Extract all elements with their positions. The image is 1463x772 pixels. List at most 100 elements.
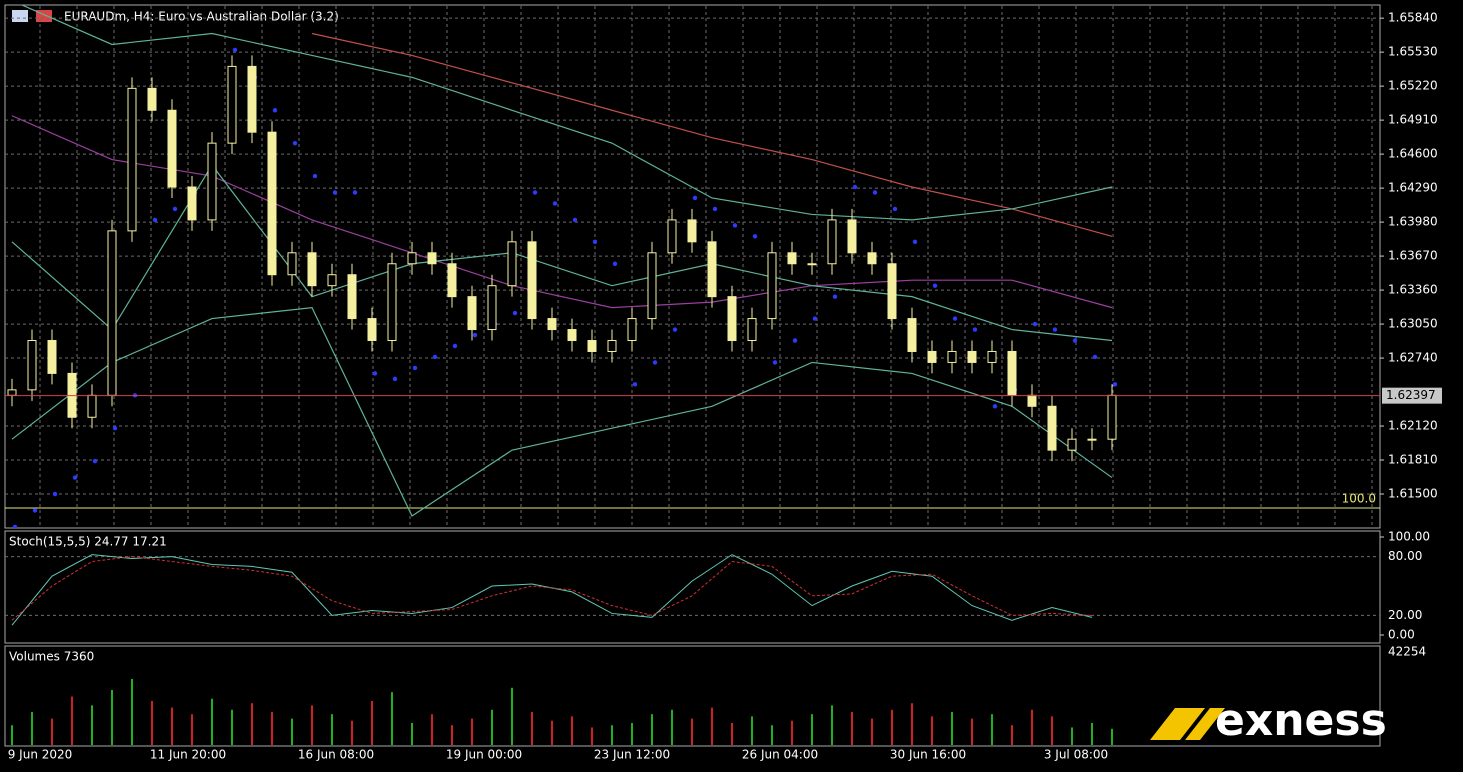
sar-dot: [572, 217, 578, 223]
y-tick-label: 1.65530: [1388, 45, 1438, 59]
volume-title: Volumes 7360: [9, 650, 94, 664]
candle-body: [187, 186, 197, 221]
y-tick-label: 0.00: [1388, 628, 1415, 642]
sar-dot: [892, 206, 898, 212]
candle-body: [507, 241, 517, 287]
candle-body: [707, 241, 717, 298]
candle-body: [827, 219, 837, 265]
candle-body: [327, 274, 337, 287]
sar-dot: [752, 234, 758, 239]
stoch-main: [11, 554, 1093, 626]
chart-title: EURAUDm, H4: Euro vs Australian Dollar (…: [64, 10, 339, 24]
x-tick-label: 26 Jun 04:00: [742, 748, 818, 762]
sar-dot: [672, 327, 678, 332]
logo-mark: [1150, 708, 1205, 740]
candle-body: [27, 340, 37, 391]
sar-dot: [1032, 321, 1038, 327]
sar-dot: [172, 206, 178, 212]
sar-dot: [772, 360, 778, 365]
candle-body: [1087, 438, 1097, 441]
sar-dot: [232, 47, 238, 53]
sar-dot: [1072, 338, 1078, 343]
candle-body: [747, 318, 757, 342]
candle-body: [947, 350, 957, 363]
logo: exness: [1150, 695, 1387, 746]
main-panel: [4, 4, 1381, 529]
x-tick-label: 23 Jun 12:00: [594, 748, 670, 762]
stoch-signal: [11, 556, 1093, 621]
candle-body: [627, 318, 637, 342]
sar-dot: [152, 217, 158, 223]
sar-dot: [12, 524, 18, 528]
sar-dot: [592, 239, 598, 245]
sar-dot: [92, 458, 98, 464]
sar-dot: [912, 239, 918, 245]
sar-dot: [932, 283, 938, 288]
sar-dot: [452, 343, 458, 349]
candle-body: [47, 340, 57, 374]
logo-text: exness: [1215, 695, 1387, 746]
candle-body: [727, 296, 737, 342]
indicator-line: [11, 306, 1113, 517]
candle-body: [967, 350, 977, 363]
sar-dot: [1092, 354, 1098, 360]
sar-dot: [552, 201, 558, 206]
volume-panel: [4, 645, 1381, 747]
candle-body: [647, 252, 657, 320]
y-tick-label: 1.63050: [1388, 317, 1438, 331]
candle-body: [127, 87, 137, 232]
y-tick-label: 1.63360: [1388, 283, 1438, 297]
candle-body: [367, 318, 377, 342]
candle-body: [147, 87, 157, 111]
stoch-panel: [4, 530, 1381, 644]
y-tick-label: 100.00: [1388, 530, 1430, 544]
candle-body: [207, 142, 217, 221]
price-tag: [1382, 387, 1442, 404]
candle-body: [87, 394, 97, 418]
sar-dot: [52, 491, 58, 497]
candle-body: [687, 219, 697, 243]
y-tick-label: 80.00: [1388, 549, 1422, 563]
sar-dot: [472, 332, 478, 338]
sar-dot: [812, 316, 818, 321]
sar-dot: [272, 108, 278, 113]
sar-dot: [512, 310, 518, 316]
candle-body: [287, 252, 297, 276]
candle-body: [787, 252, 797, 265]
candle-body: [547, 318, 557, 331]
candle-body: [167, 109, 177, 188]
y-tick-label: 1.62120: [1388, 419, 1438, 433]
candle-body: [667, 219, 677, 254]
candle-body: [527, 241, 537, 320]
candle-body: [427, 252, 437, 265]
y-tick-label: 42254: [1388, 645, 1426, 659]
y-tick-label: 1.61500: [1388, 487, 1438, 501]
sar-dot: [732, 223, 738, 228]
candle-body: [447, 263, 457, 298]
y-tick-label: 1.61810: [1388, 453, 1438, 467]
candle-body: [587, 340, 597, 352]
sar-dot: [832, 294, 838, 299]
sar-dot: [852, 184, 858, 190]
x-tick-label: 30 Jun 16:00: [890, 748, 966, 762]
chart-icon: [12, 10, 28, 22]
sar-dot: [432, 354, 438, 360]
logo-mark: [1185, 708, 1225, 740]
candle-body: [307, 252, 317, 287]
candle-body: [107, 230, 117, 396]
x-tick-label: 9 Jun 2020: [8, 748, 73, 762]
sar-dot: [1112, 382, 1118, 387]
candle-body: [927, 350, 937, 363]
sar-dot: [372, 371, 378, 376]
sar-dot: [412, 365, 418, 371]
plot-area: [5, 5, 1380, 528]
y-tick-label: 1.62740: [1388, 351, 1438, 365]
sar-dot: [392, 376, 398, 382]
y-tick-label: 1.64290: [1388, 181, 1438, 195]
stoch-title: Stoch(15,5,5) 24.77 17.21: [9, 535, 167, 549]
sar-dot: [112, 426, 118, 431]
y-tick-label: 1.65220: [1388, 79, 1438, 93]
sar-dot: [692, 195, 698, 201]
sar-dot: [792, 338, 798, 343]
